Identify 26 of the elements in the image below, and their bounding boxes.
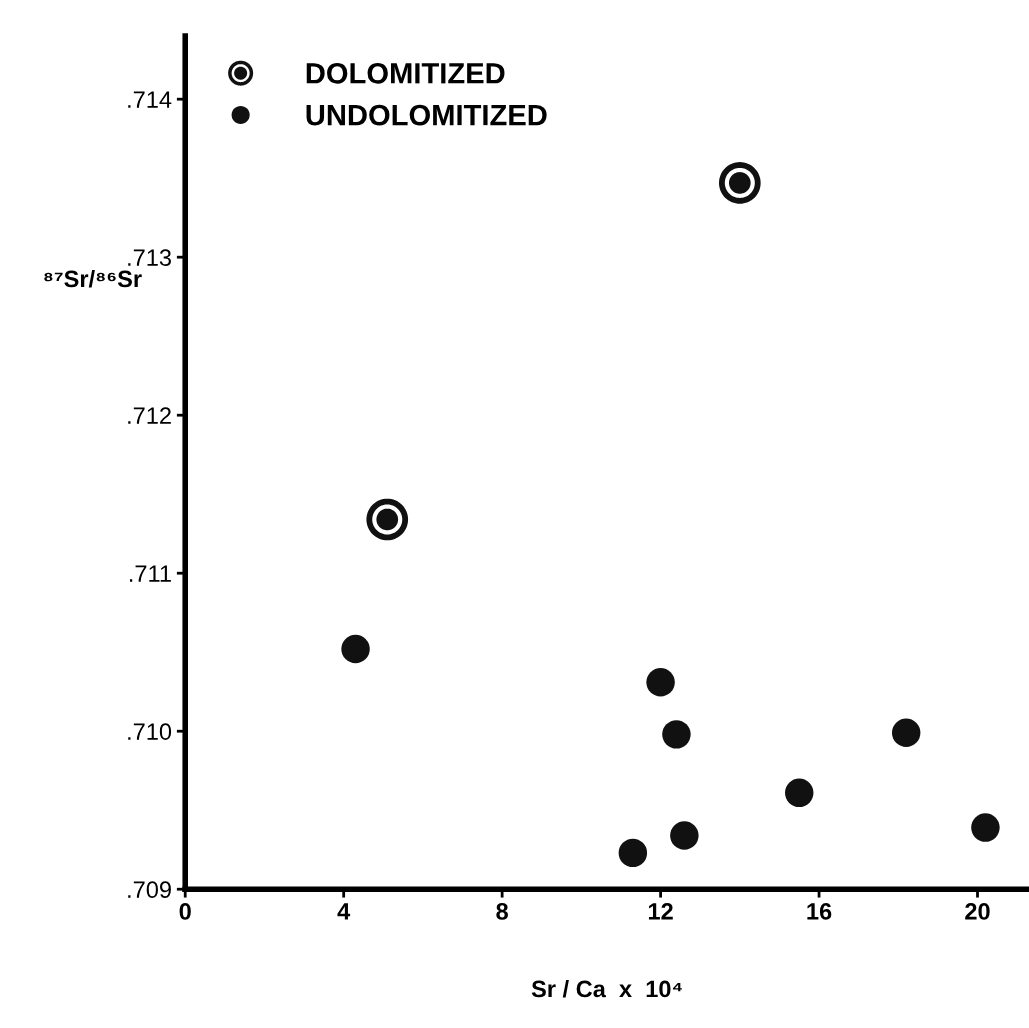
y-tick-label: .709 — [128, 881, 171, 899]
y-tick-label: .712 — [128, 407, 171, 424]
x-axis-title: Sr / Ca x 10⁴ — [531, 979, 682, 998]
x-tick-label: 16 — [807, 903, 832, 920]
legend-label: DOLOMITIZED — [306, 63, 505, 84]
y-tick-label: .713 — [128, 249, 171, 266]
point — [366, 498, 409, 541]
point — [662, 720, 691, 749]
point — [718, 162, 761, 204]
point — [341, 634, 370, 664]
y-tick-label: .714 — [128, 91, 172, 108]
x-tick-label: 12 — [648, 903, 673, 920]
point — [785, 778, 814, 808]
y-tick-label: .711 — [129, 565, 171, 582]
x-tick-label: 0 — [179, 903, 191, 920]
y-axis-title: ⁸⁷Sr/⁸⁶Sr — [44, 269, 142, 288]
point — [646, 668, 675, 697]
legend-label: UNDOLOMITIZED — [306, 104, 547, 126]
x-tick-label: 8 — [496, 903, 508, 920]
x-tick-label: 4 — [337, 903, 351, 920]
point — [618, 838, 648, 868]
y-tick-label: .710 — [128, 723, 172, 740]
point — [670, 821, 699, 850]
x-tick-label: 20 — [965, 903, 990, 920]
point — [891, 718, 921, 748]
point — [971, 813, 1000, 842]
